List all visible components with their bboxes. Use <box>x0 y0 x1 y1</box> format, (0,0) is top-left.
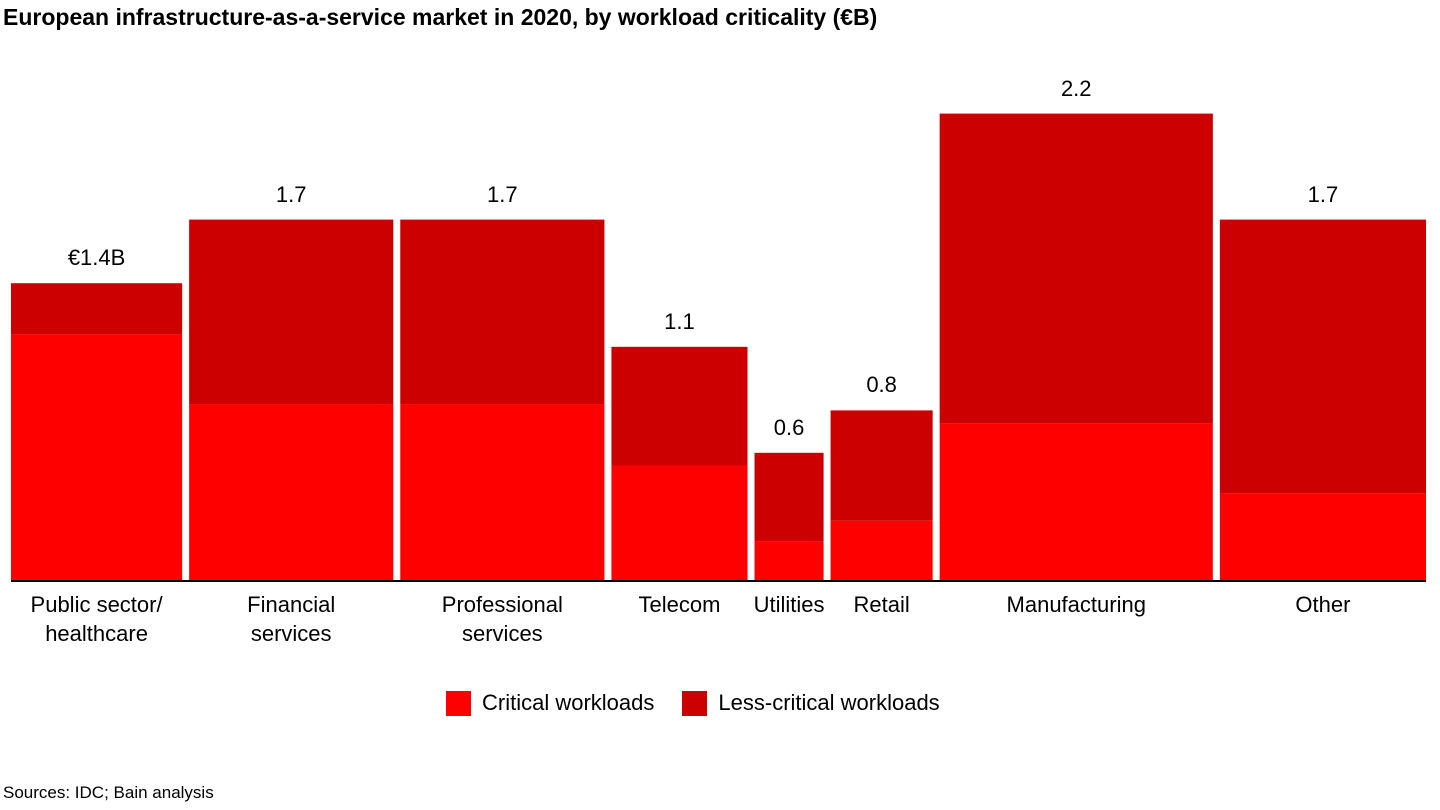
bar-critical-4 <box>754 541 824 580</box>
bar-critical-0 <box>11 334 183 580</box>
legend-item-critical: Critical workloads <box>446 690 654 716</box>
legend-item-less-critical: Less-critical workloads <box>682 690 940 716</box>
value-label: 0.8 <box>866 372 897 398</box>
legend-label-critical: Critical workloads <box>482 690 655 715</box>
value-label: 1.7 <box>275 181 307 207</box>
value-label: 1.1 <box>664 308 695 334</box>
value-label: 2.2 <box>1060 75 1092 101</box>
bar-less-critical-4 <box>754 452 824 542</box>
value-label: 1.7 <box>1307 181 1339 207</box>
bar-less-critical-5 <box>830 410 933 521</box>
category-label: Manufacturing <box>1006 592 1146 617</box>
value-label: €1.4B <box>67 245 126 271</box>
bar-less-critical-2 <box>400 219 605 405</box>
category-label: Professional services <box>441 592 563 646</box>
legend-label-less-critical: Less-critical workloads <box>718 690 940 715</box>
bar-less-critical-1 <box>189 219 394 405</box>
value-label: 1.7 <box>487 181 518 207</box>
category-label: Utilities <box>753 592 825 617</box>
category-label: Telecom <box>638 592 721 617</box>
bar-critical-5 <box>830 520 933 580</box>
category-label: Public sector/ healthcare <box>30 592 163 646</box>
category-label: Other <box>1295 592 1351 617</box>
bar-less-critical-7 <box>1219 219 1426 494</box>
bar-critical-2 <box>400 404 605 580</box>
legend: Critical workloads Less-critical workloa… <box>446 690 968 716</box>
chart-title: European infrastructure-as-a-service mar… <box>3 4 878 30</box>
source-note: Sources: IDC; Bain analysis <box>3 783 214 802</box>
bar-less-critical-3 <box>611 346 748 466</box>
legend-swatch-less-critical <box>682 690 708 716</box>
bar-critical-1 <box>189 404 394 580</box>
category-label: Retail <box>853 592 910 617</box>
bar-critical-7 <box>1219 493 1426 580</box>
bar-less-critical-6 <box>939 113 1213 424</box>
value-label: 0.6 <box>773 414 805 440</box>
bar-critical-6 <box>939 423 1213 580</box>
bar-less-critical-0 <box>11 283 183 335</box>
legend-swatch-critical <box>446 690 471 716</box>
bar-critical-3 <box>611 465 748 580</box>
category-label: Financial services <box>247 592 336 646</box>
